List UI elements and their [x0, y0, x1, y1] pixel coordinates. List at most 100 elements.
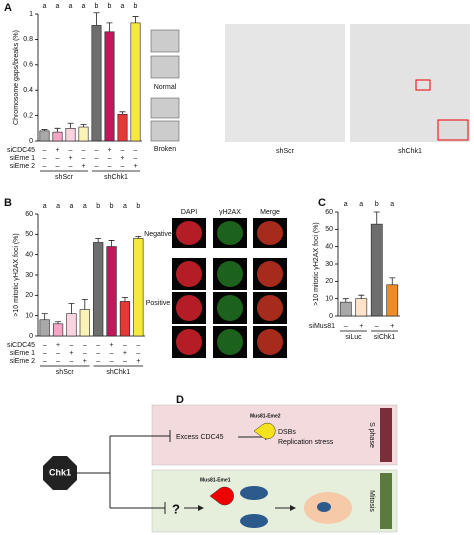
condition-value: – [123, 358, 127, 365]
error-bar [55, 321, 62, 324]
group-label: shChk1 [106, 369, 130, 376]
significance-letter: a [69, 3, 73, 10]
mitosis-box [151, 469, 398, 533]
condition-label: siEme 2 [10, 358, 35, 365]
condition-value: – [43, 342, 47, 349]
condition-value: – [43, 163, 47, 170]
highlight [437, 119, 469, 141]
condition-value: – [95, 147, 99, 154]
bar [39, 130, 50, 142]
condition-value: – [121, 147, 125, 154]
nucleus [317, 502, 331, 512]
bar [79, 309, 90, 337]
connector [77, 435, 170, 509]
image-label: DAPI [181, 209, 197, 216]
condition-value: – [83, 350, 87, 357]
error-bar [132, 16, 139, 23]
bar [386, 284, 399, 317]
cell-stain [217, 329, 243, 355]
cell-stain [257, 221, 283, 245]
cell-stain [257, 329, 283, 355]
chromosome [240, 486, 268, 500]
error-bar [121, 296, 128, 302]
chk1-node [43, 456, 77, 490]
bar [104, 31, 115, 142]
significance-letter: a [359, 201, 363, 208]
condition-value: – [375, 323, 379, 330]
condition-value: – [69, 358, 73, 365]
condition-value: – [56, 350, 60, 357]
condition-value: + [390, 323, 394, 330]
y-tick-label: 0 [29, 333, 33, 340]
y-tick-label: 0.8 [23, 36, 33, 43]
group-label: siChk1 [374, 334, 396, 341]
condition-value: – [43, 147, 47, 154]
condition-label: siEme 1 [10, 155, 35, 162]
condition-value: – [43, 350, 47, 357]
enzyme-icon [209, 486, 234, 506]
panel-label: D [176, 394, 184, 406]
significance-letter: b [134, 3, 138, 10]
condition-value: – [96, 342, 100, 349]
cell-stain [217, 261, 243, 287]
image [150, 55, 180, 79]
image [225, 24, 345, 142]
cell-stain [176, 295, 202, 321]
error-bar [80, 124, 87, 128]
group-label: shScr [55, 174, 74, 181]
condition-value: – [69, 147, 73, 154]
condition-value: – [43, 155, 47, 162]
error-bar [358, 294, 365, 299]
significance-letter: a [123, 203, 127, 210]
panel-label: A [4, 2, 12, 14]
micrographs [172, 218, 287, 358]
image-label: shChk1 [398, 148, 422, 155]
condition-value: – [83, 342, 87, 349]
phase-label: S phase [368, 422, 375, 448]
group-label: shScr [56, 369, 75, 376]
enzyme-label: Mus81-Eme1 [200, 477, 231, 483]
significance-letter: a [43, 3, 47, 10]
condition-value: + [83, 358, 87, 365]
error-bar [106, 22, 113, 32]
condition-value: + [133, 163, 137, 170]
bar [133, 238, 144, 337]
bar [39, 319, 50, 337]
node-label: Chk1 [49, 467, 71, 477]
cell-stain [217, 221, 243, 245]
image-label: Merge [260, 209, 280, 216]
image-label: Normal [154, 84, 177, 91]
y-tick-label: 60 [325, 209, 333, 216]
cell-stain [176, 329, 202, 355]
cell-stain [257, 261, 283, 287]
phase-label: Mitosis [368, 490, 375, 512]
image [150, 29, 180, 53]
y-tick-label: 1 [29, 11, 33, 18]
y-tick-label: 50 [325, 226, 333, 233]
condition-value: + [55, 147, 59, 154]
phase-bar [380, 408, 392, 462]
error-bar [342, 298, 349, 303]
y-tick-label: 30 [25, 272, 33, 279]
significance-letter: b [375, 201, 379, 208]
significance-letter: a [390, 201, 394, 208]
condition-value: – [82, 155, 86, 162]
y-tick-label: 10 [25, 313, 33, 320]
significance-letter: a [121, 3, 125, 10]
error-bar [119, 111, 126, 115]
panel-label: B [4, 197, 12, 209]
condition-value: – [96, 350, 100, 357]
y-tick-label: 0.2 [23, 112, 33, 119]
y-tick-label: 0.6 [23, 62, 33, 69]
panel-label: C [318, 197, 326, 209]
condition-label: siEme 2 [10, 163, 35, 170]
condition-label: siMus81 [309, 323, 335, 330]
enzyme-icon [253, 422, 276, 440]
highlight [415, 79, 431, 91]
condition-value: + [81, 163, 85, 170]
condition-value: – [95, 163, 99, 170]
condition-value: – [56, 163, 60, 170]
bar [52, 323, 64, 337]
y-axis-label: Chromosome gaps/breaks (%) [13, 30, 20, 125]
